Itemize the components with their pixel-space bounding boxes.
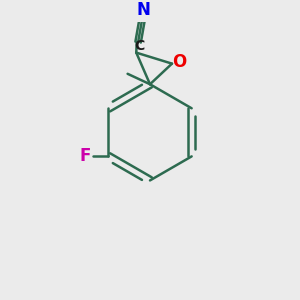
Text: F: F (80, 147, 91, 165)
Text: N: N (137, 1, 151, 19)
Text: O: O (172, 53, 187, 71)
Text: C: C (134, 39, 144, 53)
